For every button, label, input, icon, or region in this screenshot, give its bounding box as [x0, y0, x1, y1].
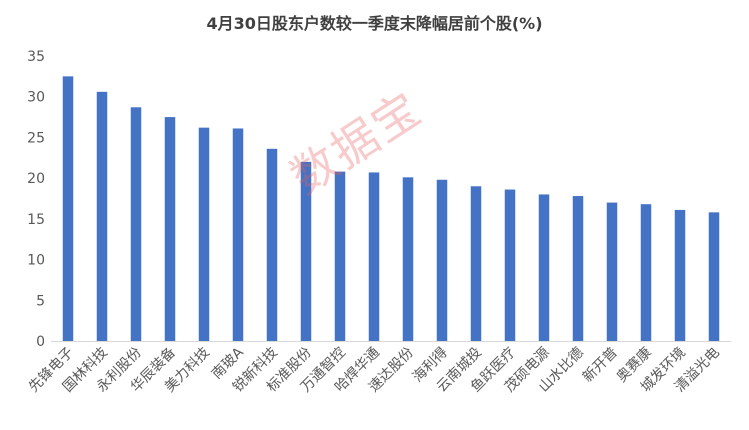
bar-10: [368, 172, 380, 341]
bar-20: [708, 212, 720, 341]
y-tick-label: 25: [27, 130, 45, 146]
bar-15: [538, 194, 550, 341]
y-tick-label: 15: [27, 212, 45, 228]
y-tick-label: 5: [36, 293, 45, 309]
x-tick-label: 新开普: [580, 345, 621, 386]
bar-13: [470, 186, 482, 341]
bar-18: [640, 204, 652, 341]
bar-14: [504, 189, 516, 341]
bar-5: [198, 127, 210, 342]
bar-17: [606, 202, 618, 341]
bar-11: [402, 177, 414, 341]
y-tick-label: 10: [27, 253, 45, 269]
bar-6: [232, 128, 244, 341]
bar-7: [266, 148, 278, 341]
bar-1: [62, 76, 74, 341]
bar-19: [674, 209, 686, 341]
bar-12: [436, 179, 448, 341]
bar-4: [164, 117, 176, 341]
bar-3: [130, 107, 142, 341]
bar-2: [96, 91, 108, 341]
y-tick-label: 35: [27, 49, 45, 65]
y-tick-label: 0: [36, 334, 45, 350]
y-tick-label: 20: [27, 171, 45, 187]
y-tick-label: 30: [27, 90, 45, 106]
bar-9: [334, 171, 346, 341]
bar-16: [572, 196, 584, 341]
chart-title: 4月30日股东户数较一季度末降幅居前个股(%): [206, 14, 543, 33]
bar-8: [300, 161, 312, 341]
